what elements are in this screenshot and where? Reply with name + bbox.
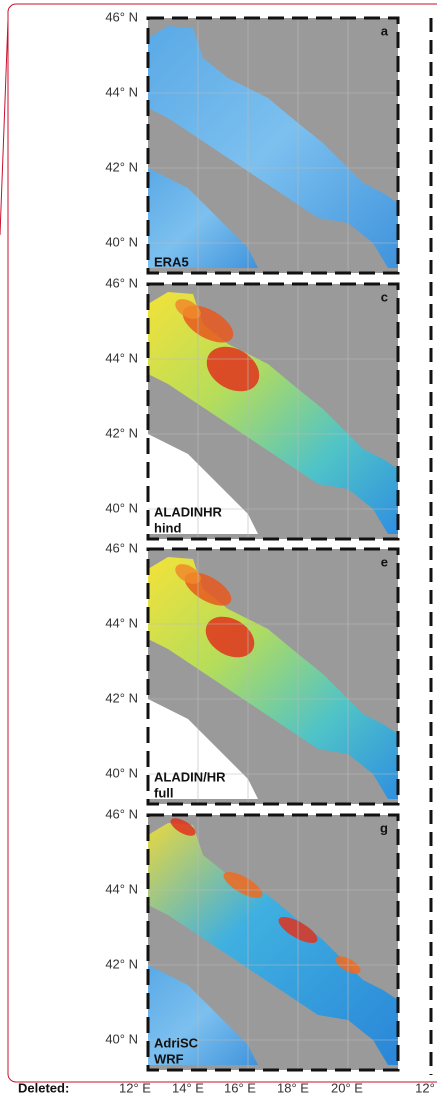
- sea: [148, 26, 398, 268]
- panel-letter: c: [381, 289, 388, 304]
- map-frame: [146, 813, 400, 1072]
- revision-label: Deleted:: [18, 1080, 69, 1095]
- sea: [148, 292, 398, 534]
- lon-tick-label: 12°: [415, 1080, 435, 1095]
- map-panel: a ERA5: [146, 16, 400, 275]
- lat-tick-label: 40° N: [105, 765, 138, 780]
- revision-border: [7, 3, 437, 1083]
- panel-letter: e: [381, 554, 388, 569]
- panel-label: WRF: [154, 1051, 184, 1066]
- lat-tick-label: 42° N: [105, 690, 138, 705]
- map-frame: [146, 16, 400, 275]
- lat-tick-label: 40° N: [105, 1031, 138, 1046]
- lat-tick-label: 44° N: [105, 881, 138, 896]
- revision-connector: [0, 19, 9, 236]
- lat-tick-label: 46° N: [105, 275, 138, 290]
- lat-tick-label: 42° N: [105, 956, 138, 971]
- lat-tick-label: 42° N: [105, 425, 138, 440]
- lon-tick-label: 18° E: [277, 1080, 309, 1095]
- wind-maximum: [175, 299, 201, 319]
- lat-tick-label: 46° N: [105, 9, 138, 24]
- wind-maximum: [170, 818, 196, 836]
- lon-tick-label: 20° E: [331, 1080, 363, 1095]
- lat-tick-label: 44° N: [105, 350, 138, 365]
- panel-label: AdriSC: [154, 1035, 199, 1050]
- lat-tick-label: 44° N: [105, 84, 138, 99]
- lon-tick-label: 16° E: [224, 1080, 256, 1095]
- map-frame: [146, 282, 400, 541]
- wind-maximum: [205, 616, 255, 658]
- panel-label: ALADINHR: [154, 504, 222, 519]
- sea: [148, 557, 398, 799]
- lat-tick-label: 46° N: [105, 540, 138, 555]
- sea: [148, 823, 398, 1065]
- panel-letter: a: [381, 23, 389, 38]
- panel-letter: g: [380, 820, 388, 835]
- panel-label: ERA5: [154, 254, 189, 269]
- lat-tick-label: 44° N: [105, 615, 138, 630]
- lat-tick-label: 40° N: [105, 500, 138, 515]
- lon-tick-label: 12° E: [119, 1080, 151, 1095]
- wind-maximum: [206, 346, 260, 392]
- lat-tick-label: 40° N: [105, 234, 138, 249]
- lat-tick-label: 42° N: [105, 159, 138, 174]
- lon-tick-label: 14° E: [172, 1080, 204, 1095]
- wind-maximum: [223, 872, 263, 898]
- panel-label: full: [154, 785, 174, 800]
- lon-ticks: 12° E 14° E 16° E 18° E 20° E 12°: [119, 1080, 435, 1095]
- panel-label: hind: [154, 520, 181, 535]
- panel-label: ALADIN/HR: [154, 769, 226, 784]
- map-frame: [146, 547, 400, 806]
- lat-tick-label: 46° N: [105, 806, 138, 821]
- wind-maximum: [175, 564, 201, 584]
